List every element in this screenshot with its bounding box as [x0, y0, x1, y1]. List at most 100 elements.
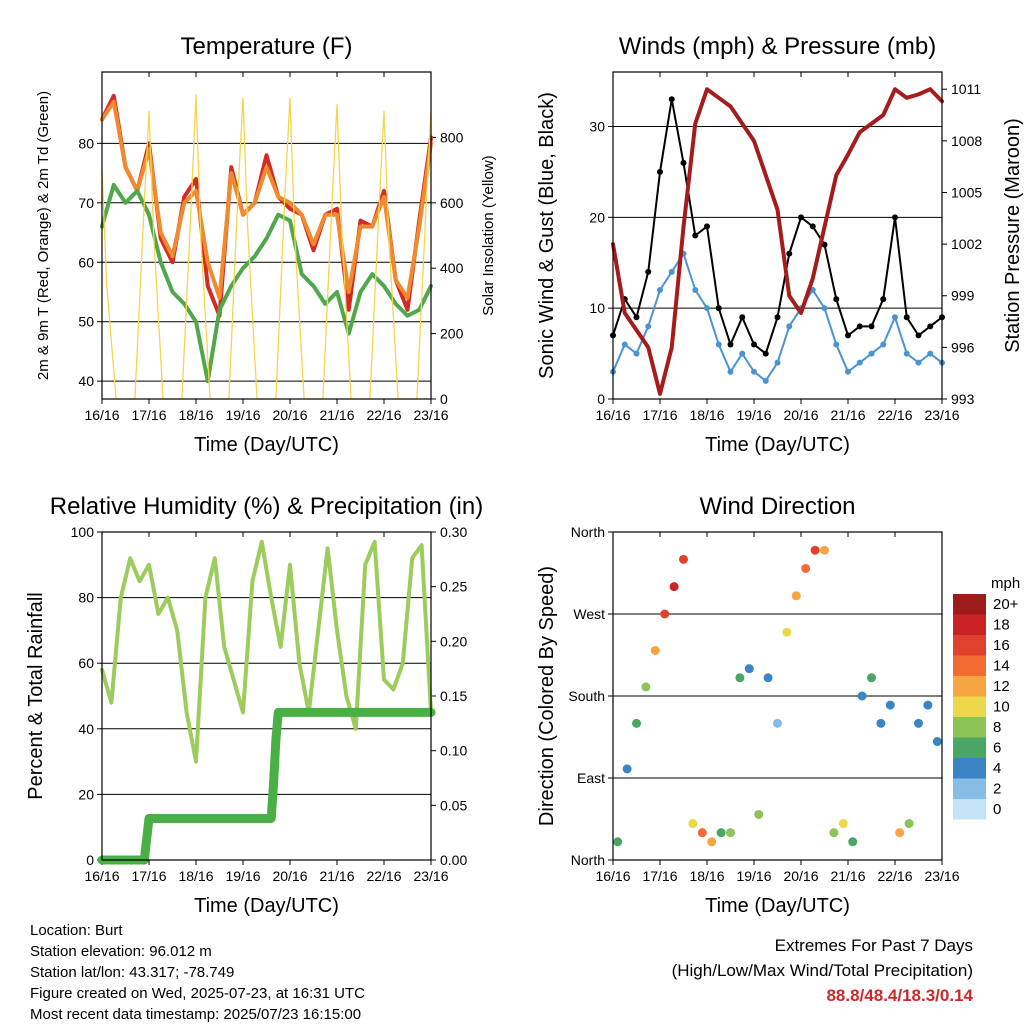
wind-direction-point: [810, 545, 820, 555]
legend-swatch: [953, 614, 986, 635]
wind-direction-point: [688, 819, 698, 829]
legend-swatch: [953, 655, 986, 676]
legend-label: 4: [993, 760, 1001, 777]
temperature-y2-tick-label: 0: [440, 391, 448, 407]
wind-direction-point: [829, 828, 839, 838]
wind-direction-point: [697, 828, 707, 838]
wind_direction-title: Wind Direction: [699, 493, 855, 520]
temperature-y-tick-label: 80: [78, 135, 94, 151]
extremes-panel: Extremes For Past 7 Days (High/Low/Max W…: [672, 933, 973, 1008]
temperature-x-axis-label: Time (Day/UTC): [194, 434, 339, 456]
wind_direction-x-tick-label: 21/16: [830, 868, 865, 884]
winds-x-tick-label: 18/16: [689, 407, 724, 423]
wind-direction-point: [773, 718, 782, 728]
legend-label: 6: [993, 740, 1001, 757]
temperature-x-tick-label: 21/16: [319, 407, 354, 423]
winds-x-tick-label: 23/16: [924, 407, 959, 423]
wind-direction-point: [735, 673, 745, 683]
legend-label: 10: [993, 699, 1010, 716]
station-latlon: Station lat/lon: 43.317; -78.749: [30, 964, 235, 981]
wind-direction-point: [923, 700, 933, 710]
temperature-x-tick-label: 23/16: [413, 407, 448, 423]
winds-y-axis-label: Sonic Wind & Gust (Blue, Black): [536, 92, 558, 379]
legend-swatch: [953, 696, 986, 717]
humidity-x-tick-label: 23/16: [413, 868, 448, 884]
wind-direction-point: [763, 673, 773, 683]
winds-series-line: [611, 87, 944, 396]
temperature-x-tick-label: 19/16: [225, 407, 260, 423]
legend-swatch: [953, 594, 986, 615]
humidity-x-tick-label: 16/16: [84, 868, 119, 884]
wind-direction-point: [622, 764, 632, 774]
legend-swatch: [953, 717, 986, 738]
legend-swatch: [953, 758, 986, 779]
winds-y2-tick-label: 1005: [951, 184, 982, 200]
winds-y2-tick-label: 993: [951, 391, 975, 407]
wind-direction-point: [726, 828, 735, 838]
extremes-subtitle: (High/Low/Max Wind/Total Precipitation): [671, 961, 973, 980]
humidity-plot-frame: [101, 531, 432, 861]
humidity-y2-tick-label: 0.05: [440, 797, 467, 813]
extremes-title: Extremes For Past 7 Days: [774, 936, 973, 955]
humidity-y-tick-label: 60: [78, 655, 94, 671]
station-location: Location: Burt: [30, 922, 123, 939]
legend-label: 16: [993, 637, 1010, 654]
humidity-x-tick-label: 18/16: [178, 868, 213, 884]
humidity-y-axis-label: Percent & Total Rainfall: [25, 592, 47, 800]
wind-direction-point: [867, 673, 876, 683]
wind_direction-x-tick-label: 17/16: [642, 868, 677, 884]
temperature-series-line: [100, 99, 433, 300]
wind-direction-point: [932, 737, 942, 747]
legend-label: 18: [993, 617, 1010, 634]
wind-direction-point: [613, 837, 623, 847]
temperature-y2-tick-label: 600: [440, 195, 464, 211]
winds-plot-frame: [612, 71, 943, 400]
humidity-y-tick-label: 100: [71, 524, 95, 540]
humidity-x-tick-label: 21/16: [319, 868, 354, 884]
humidity-y2-tick-label: 0.10: [440, 743, 467, 759]
humidity-x-tick-label: 20/16: [272, 868, 307, 884]
wind_direction-x-tick-label: 19/16: [736, 868, 771, 884]
wind_direction-y-tick-label: South: [568, 688, 605, 704]
wind-direction-point: [650, 645, 660, 655]
station-elevation: Station elevation: 96.012 m: [30, 943, 212, 960]
winds-title: Winds (mph) & Pressure (mb): [619, 33, 936, 60]
temperature-y-tick-label: 40: [78, 373, 94, 389]
wind_direction-x-axis-label: Time (Day/UTC): [705, 895, 850, 917]
winds-x-tick-label: 20/16: [783, 407, 818, 423]
temperature-x-tick-label: 16/16: [84, 407, 119, 423]
temperature-x-tick-label: 22/16: [366, 407, 401, 423]
winds-y2-tick-label: 1002: [951, 236, 982, 252]
winds-y2-tick-label: 1011: [951, 81, 981, 97]
winds-series-line: [612, 251, 943, 383]
wind-direction-point: [848, 837, 858, 847]
station-info: Location: Burt Station elevation: 96.012…: [30, 920, 365, 1025]
winds-x-tick-label: 17/16: [642, 407, 677, 423]
wind-direction-point: [838, 819, 848, 829]
humidity-y2-tick-label: 0.15: [440, 688, 467, 704]
wind_direction-y-tick-label: West: [573, 606, 605, 622]
winds-y2-tick-label: 999: [951, 288, 975, 304]
temperature-title: Temperature (F): [180, 33, 352, 60]
wind-direction-point: [895, 828, 905, 838]
wind-direction-point: [707, 837, 717, 847]
wind-direction-point: [801, 563, 811, 573]
temperature-series-line: [100, 182, 433, 384]
humidity-y2-tick-label: 0.20: [440, 633, 467, 649]
temperature-plot-frame: [101, 71, 432, 400]
winds-y2-tick-label: 996: [951, 339, 975, 355]
temperature-y-tick-label: 50: [78, 314, 94, 330]
winds-y2-axis-label: Station Pressure (Maroon): [1002, 118, 1024, 353]
legend-label: 8: [993, 719, 1001, 736]
winds-x-tick-label: 16/16: [595, 407, 630, 423]
wind_direction-y-tick-label: East: [577, 770, 605, 786]
winds-y2-tick-label: 1008: [951, 133, 982, 149]
temperature-y2-tick-label: 400: [440, 260, 464, 276]
humidity-series-line: [100, 539, 433, 764]
wind-direction-point: [791, 591, 801, 601]
temperature-y-tick-label: 60: [78, 254, 94, 270]
winds-y-tick-label: 10: [589, 300, 605, 316]
wind_direction-y-tick-label: North: [571, 524, 605, 540]
winds-x-axis-label: Time (Day/UTC): [705, 434, 850, 456]
